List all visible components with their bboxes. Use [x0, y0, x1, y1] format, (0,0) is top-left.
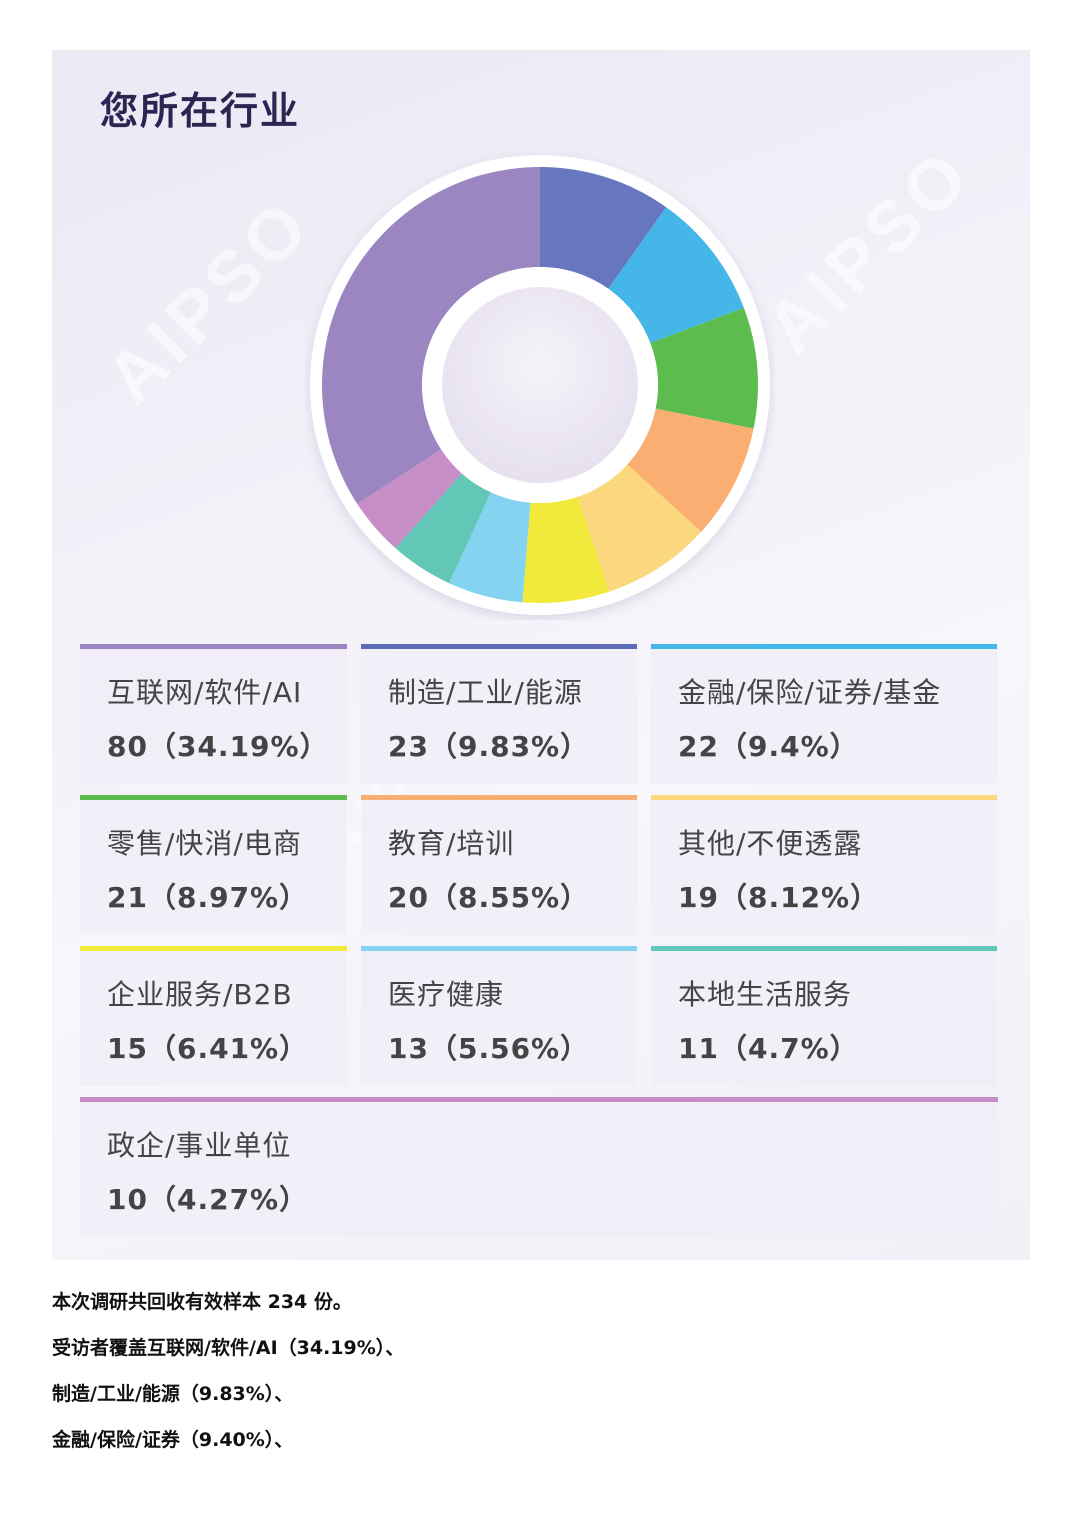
donut-slice: [608, 207, 744, 344]
legend-label: 政企/事业单位: [107, 1129, 292, 1162]
legend-value: 10（4.27%）: [107, 1183, 309, 1216]
legend-item: 医疗健康 13（5.56%）: [361, 946, 637, 1086]
summary-line: 制造/工业/能源（9.83%）、: [52, 1383, 294, 1405]
legend-item: 企业服务/B2B 15（6.41%）: [80, 946, 347, 1086]
donut-slice: [322, 167, 540, 504]
legend-label: 其他/不便透露: [678, 827, 863, 860]
legend-value: 19（8.12%）: [678, 881, 880, 914]
legend-item: 教育/培训 20（8.55%）: [361, 795, 637, 935]
donut-hole: [442, 287, 638, 483]
summary-line: 本次调研共回收有效样本 234 份。: [52, 1291, 352, 1313]
watermark: AIPSO: [90, 182, 328, 420]
summary-text: 本次调研共回收有效样本 234 份。 受访者覆盖互联网/软件/AI（34.19%…: [52, 1288, 404, 1472]
donut-slice: [627, 408, 754, 532]
legend-value: 21（8.97%）: [107, 881, 309, 914]
legend-label: 企业服务/B2B: [107, 978, 293, 1011]
legend-label: 教育/培训: [388, 827, 515, 860]
legend-label: 金融/保险/证券/基金: [678, 676, 942, 709]
donut-chart: [310, 155, 770, 615]
legend-value: 22（9.4%）: [678, 730, 859, 763]
page-title: 您所在行业: [100, 89, 301, 133]
legend-item: 本地生活服务 11（4.7%）: [651, 946, 997, 1086]
legend-item: 互联网/软件/AI 80（34.19%）: [80, 644, 347, 784]
legend-label: 互联网/软件/AI: [107, 676, 303, 709]
legend-label: 医疗健康: [388, 978, 505, 1011]
donut-slice: [357, 449, 462, 549]
legend-label: 零售/快消/电商: [107, 827, 302, 860]
legend-value: 15（6.41%）: [107, 1032, 309, 1065]
donut-slice: [650, 307, 758, 429]
legend-value: 13（5.56%）: [388, 1032, 590, 1065]
donut-slice: [540, 167, 667, 289]
donut-slice: [395, 473, 491, 584]
legend-value: 80（34.19%）: [107, 730, 329, 763]
legend-item: 制造/工业/能源 23（9.83%）: [361, 644, 637, 784]
donut-slice: [522, 496, 610, 603]
legend-label: 制造/工业/能源: [388, 676, 583, 709]
donut-slices: [322, 167, 758, 603]
legend-label: 本地生活服务: [678, 978, 853, 1011]
summary-line: 受访者覆盖互联网/软件/AI（34.19%）、: [52, 1337, 405, 1359]
legend-value: 20（8.55%）: [388, 881, 590, 914]
legend-item: 政企/事业单位 10（4.27%）: [80, 1097, 998, 1237]
legend-item: 零售/快消/电商 21（8.97%）: [80, 795, 347, 935]
donut-slice: [577, 464, 702, 592]
donut-slice: [449, 492, 531, 603]
legend-item: 金融/保险/证券/基金 22（9.4%）: [651, 644, 997, 784]
summary-line: 金融/保险/证券（9.40%）、: [52, 1429, 294, 1451]
legend-item: 其他/不便透露 19（8.12%）: [651, 795, 997, 935]
legend-value: 11（4.7%）: [678, 1032, 859, 1065]
watermark: AIPSO: [750, 132, 988, 370]
legend-value: 23（9.83%）: [388, 730, 590, 763]
